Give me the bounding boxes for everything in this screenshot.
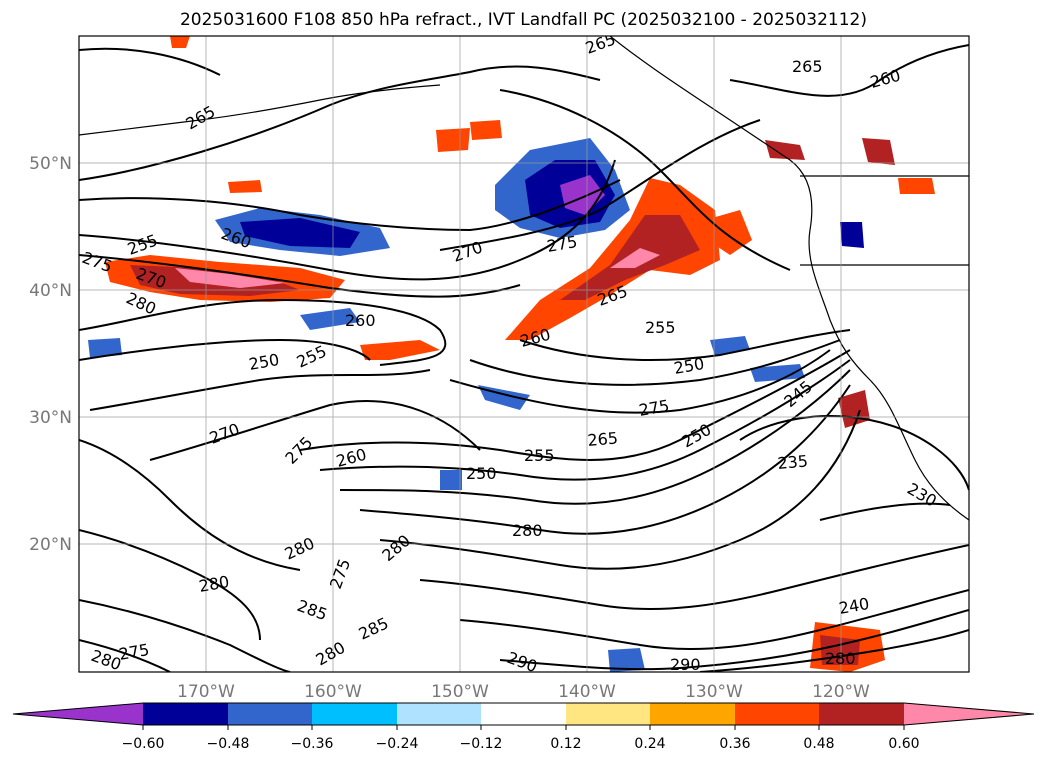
- latitude-axis-labels: 50°N 40°N 30°N 20°N: [29, 154, 72, 555]
- negative-anomaly-region: [750, 364, 805, 382]
- longitude-label: 140°W: [558, 682, 616, 702]
- negative-anomaly-region: [440, 470, 462, 490]
- positive-anomaly-region: [360, 340, 440, 360]
- colorbar-tick-label: −0.24: [376, 736, 419, 752]
- colorbar-tick-label: −0.12: [460, 736, 503, 752]
- negative-anomaly-region: [840, 222, 864, 248]
- page-title: 2025031600 F108 850 hPa refract., IVT La…: [179, 10, 867, 30]
- latitude-label: 50°N: [29, 154, 72, 174]
- contour-label: 255: [524, 446, 555, 465]
- colorbar-tick-label: −0.60: [122, 736, 165, 752]
- longitude-label: 120°W: [812, 682, 870, 702]
- contour-label: 265: [792, 57, 823, 76]
- colorbar-extend-left-arrow: [13, 703, 143, 725]
- latitude-label: 20°N: [29, 535, 72, 555]
- colorbar-segment: [566, 703, 650, 725]
- negative-anomaly-region: [608, 648, 645, 672]
- positive-anomaly-region: [470, 120, 502, 140]
- colorbar: −0.60 −0.48 −0.36 −0.24 −0.12 0.12 0.24 …: [12, 702, 1035, 752]
- colorbar-segment: [143, 703, 228, 725]
- positive-anomaly-region: [436, 128, 470, 152]
- contour-label: 280: [512, 521, 543, 540]
- positive-anomaly-region: [170, 36, 190, 48]
- positive-anomaly-region: [765, 140, 805, 160]
- colorbar-segment: [819, 703, 904, 725]
- negative-anomaly-core: [240, 218, 360, 248]
- colorbar-tick-label: 0.48: [803, 736, 834, 752]
- positive-anomaly-region: [228, 180, 262, 193]
- colorbar-segment: [650, 703, 735, 725]
- colorbar-extend-right-arrow: [904, 703, 1034, 725]
- positive-anomaly-peak: [175, 268, 285, 288]
- longitude-label: 160°W: [304, 682, 362, 702]
- contour-label: 280: [825, 649, 856, 668]
- colorbar-segment: [228, 703, 312, 725]
- positive-anomaly-region: [898, 178, 935, 194]
- refractivity-contours: [79, 44, 969, 672]
- latitude-label: 30°N: [29, 408, 72, 428]
- positive-anomaly-peak: [610, 248, 660, 268]
- contour-label: 250: [466, 464, 497, 483]
- colorbar-segment: [312, 703, 397, 725]
- colorbar-tick-label: 0.12: [550, 736, 581, 752]
- colorbar-tick-label: 0.24: [634, 736, 665, 752]
- contour-label: 255: [645, 318, 676, 337]
- longitude-label: 170°W: [177, 682, 235, 702]
- contour-label: 265: [587, 428, 619, 450]
- colorbar-tick-label: −0.48: [207, 736, 250, 752]
- colorbar-tick-label: −0.36: [291, 736, 334, 752]
- latitude-label: 40°N: [29, 281, 72, 301]
- positive-anomaly-region: [862, 138, 895, 165]
- colorbar-segment: [397, 703, 481, 725]
- contour-label: 260: [345, 311, 376, 330]
- map-frame: [78, 35, 970, 673]
- colorbar-tick-label: 0.36: [719, 736, 750, 752]
- negative-anomaly-region: [88, 338, 122, 358]
- graticule: [79, 36, 969, 672]
- contour-label: 290: [670, 655, 701, 674]
- colorbar-segment: [481, 703, 566, 725]
- longitude-axis-labels: 170°W 160°W 150°W 140°W 130°W 120°W: [177, 682, 870, 702]
- colorbar-tick-label: 0.60: [888, 736, 919, 752]
- coastlines: [79, 36, 969, 521]
- longitude-label: 150°W: [431, 682, 489, 702]
- colorbar-segment: [735, 703, 819, 725]
- longitude-label: 130°W: [685, 682, 743, 702]
- map-content: 265 265 260 260 255 270 280 275 265 270 …: [79, 36, 969, 674]
- colorbar-ticks: [142, 725, 905, 730]
- contour-label: 235: [777, 451, 809, 473]
- map-background: [79, 36, 969, 672]
- negative-anomaly-region: [300, 308, 360, 330]
